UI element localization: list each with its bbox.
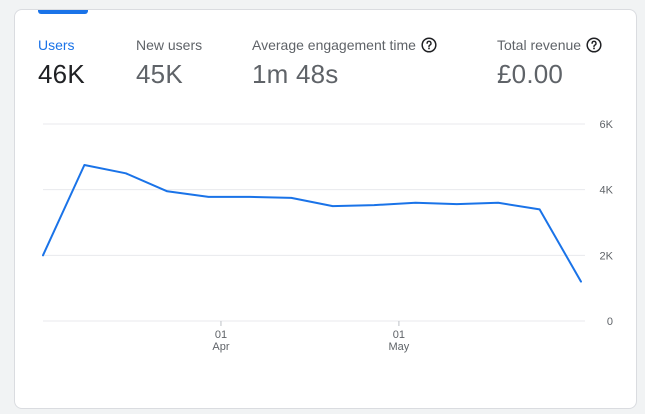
help-icon[interactable]	[421, 37, 437, 53]
tab-total-revenue[interactable]: Total revenue £0.00	[497, 36, 602, 90]
x-tick-day: 01	[393, 329, 405, 341]
users-overview-card: Users 46K New users 45K Average engageme…	[14, 9, 637, 409]
series-line-users	[42, 164, 582, 283]
tab-total-revenue-value: £0.00	[497, 59, 564, 89]
tab-average-engagement-time[interactable]: Average engagement time 1m 48s	[252, 36, 437, 90]
tab-average-engagement-time-label: Average engagement time	[252, 36, 437, 54]
tab-total-revenue-label-text: Total revenue	[497, 37, 582, 53]
y-tick-label: 6K	[600, 119, 614, 131]
tab-average-engagement-time-label-text: Average engagement time	[252, 37, 416, 53]
y-tick-label: 2K	[600, 250, 614, 262]
tab-new-users-label-text: New users	[136, 37, 203, 53]
y-tick-label: 4K	[600, 185, 614, 197]
x-tick-month: May	[389, 341, 410, 353]
tab-average-engagement-time-value: 1m 48s	[252, 59, 339, 89]
tab-new-users[interactable]: New users 45K	[136, 36, 202, 90]
x-tick-day: 01	[215, 329, 227, 341]
help-icon[interactable]	[586, 37, 602, 53]
x-tick-month: Apr	[212, 341, 229, 353]
tab-users[interactable]: Users 46K	[38, 36, 85, 90]
y-tick-label: 0	[607, 316, 613, 328]
tab-users-label-text: Users	[38, 37, 75, 53]
tab-new-users-value: 45K	[136, 59, 183, 89]
tab-users-value: 46K	[38, 59, 85, 89]
tab-users-label: Users	[38, 36, 85, 54]
active-tab-indicator	[38, 10, 88, 14]
tab-total-revenue-label: Total revenue	[497, 36, 602, 54]
tab-new-users-label: New users	[136, 36, 202, 54]
